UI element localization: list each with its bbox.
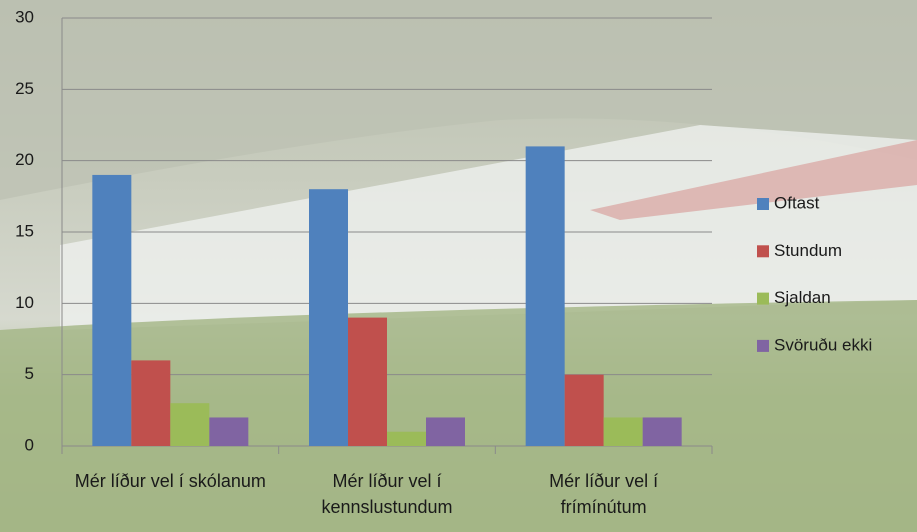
x-tick-label: Mér líður vel í skólanum: [74, 471, 266, 491]
bar: [426, 417, 465, 446]
legend-swatch: [757, 339, 769, 352]
bar: [525, 146, 565, 446]
legend-swatch: [757, 245, 769, 258]
legend-label: Oftast: [774, 193, 820, 212]
bar: [387, 431, 426, 446]
y-tick-label: 15: [15, 221, 34, 240]
y-tick-label: 20: [15, 150, 34, 169]
legend-label: Svöruðu ekki: [774, 335, 872, 354]
bar: [131, 360, 171, 446]
y-tick-label: 0: [25, 435, 34, 454]
legend-swatch: [757, 292, 769, 305]
bar: [348, 317, 387, 446]
y-tick-label: 5: [25, 364, 34, 383]
legend-label: Sjaldan: [774, 288, 831, 307]
x-tick-label: Mér líður vel í frímínútum: [549, 471, 659, 517]
legend-swatch: [757, 198, 769, 210]
bar: [564, 374, 604, 446]
bar: [92, 174, 132, 446]
y-tick-label: 25: [15, 79, 34, 98]
y-tick-label: 30: [15, 7, 34, 26]
x-tick-label: Mér líður vel í kennslustundum: [321, 471, 453, 517]
bar: [170, 403, 210, 446]
y-tick-label: 10: [15, 293, 34, 312]
bar: [642, 417, 682, 446]
legend-label: Stundum: [774, 241, 842, 260]
bar: [603, 417, 643, 446]
bar: [309, 189, 348, 446]
bar: [209, 417, 249, 446]
